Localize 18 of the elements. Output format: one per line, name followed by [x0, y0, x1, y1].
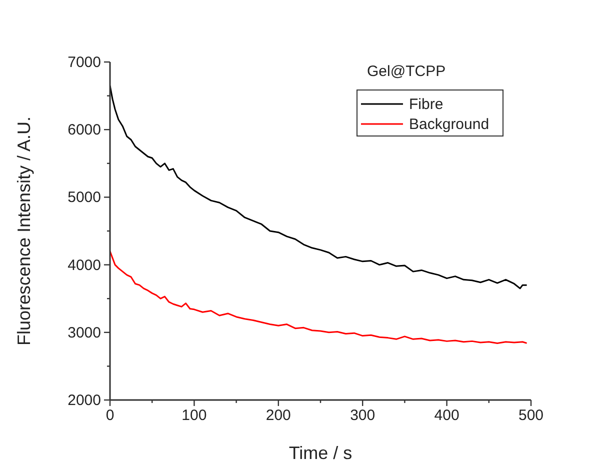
y-tick-label: 5000	[68, 189, 101, 206]
x-tick-label: 200	[266, 407, 291, 424]
x-tick-label: 500	[518, 407, 544, 424]
x-axis-title: Time / s	[288, 443, 352, 463]
x-tick-label: 0	[106, 407, 114, 424]
legend-label: Fibre	[409, 96, 444, 113]
line-series	[110, 250, 528, 344]
x-tick-label: 100	[182, 407, 207, 424]
y-axis-title: Fluorescence Intensity / A.U.	[14, 116, 34, 346]
y-tick-label: 4000	[68, 256, 101, 274]
x-tick-label: 300	[350, 407, 376, 424]
x-tick-label: 400	[434, 407, 460, 424]
y-tick-label: 2000	[68, 392, 101, 409]
y-tick-label: 7000	[68, 54, 101, 71]
y-tick-label: 3000	[68, 324, 101, 342]
legend-title: Gel@TCPP	[367, 63, 446, 80]
y-tick-label: 6000	[68, 122, 101, 139]
legend-label: Background	[409, 116, 490, 133]
